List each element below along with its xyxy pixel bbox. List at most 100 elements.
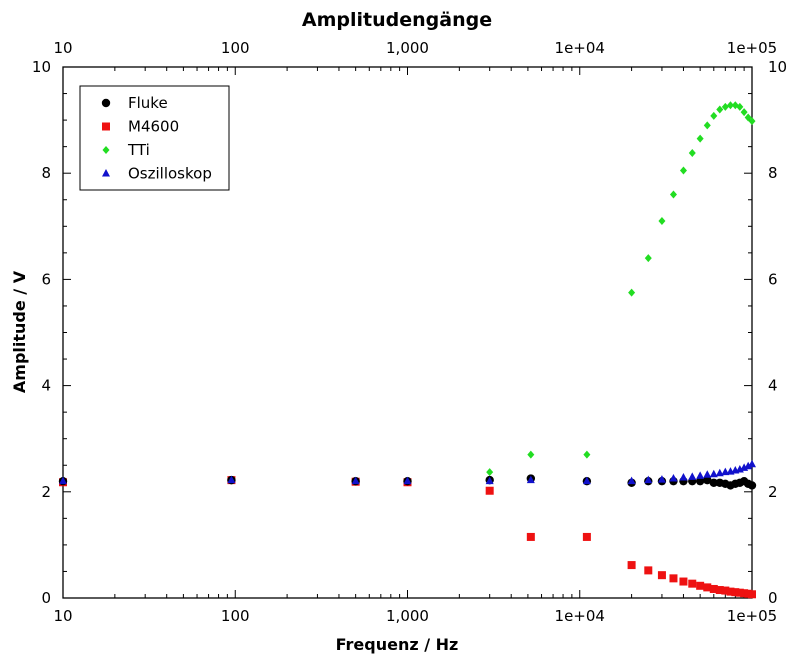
legend-entries: Fluke M4600 TTi Oszilloskop: [101, 94, 212, 183]
data-point-tti: [703, 121, 711, 130]
data-point-oszilloskop: [227, 475, 236, 484]
x-tick-label-bottom: 1,000: [386, 607, 429, 625]
data-point-oszilloskop: [709, 469, 718, 478]
data-point-fluke: [709, 478, 718, 487]
data-point-oszilloskop: [582, 476, 591, 485]
data-point-oszilloskop: [703, 470, 712, 478]
data-point-oszilloskop: [59, 476, 67, 485]
legend-marker-m4600: [102, 122, 110, 131]
data-point-m4600: [748, 590, 756, 599]
data-point-oszilloskop: [696, 471, 705, 479]
data-point-m4600: [669, 574, 678, 583]
data-point-m4600: [582, 532, 591, 541]
x-tick-label-top: 100: [221, 39, 250, 57]
data-point-tti: [744, 113, 752, 122]
data-point-oszilloskop: [403, 476, 412, 485]
data-point-oszilloskop: [688, 472, 697, 480]
data-point-m4600: [627, 561, 636, 570]
data-point-oszilloskop: [526, 475, 535, 484]
data-point-oszilloskop: [485, 476, 494, 485]
data-point-tti: [716, 105, 724, 114]
data-point-tti: [669, 190, 677, 199]
data-point-oszilloskop: [657, 475, 666, 483]
series-fluke: [58, 474, 757, 490]
data-point-m4600: [709, 584, 718, 593]
data-point-oszilloskop: [748, 459, 756, 468]
data-point-fluke: [695, 476, 705, 486]
data-point-tti: [527, 450, 535, 459]
y-tick-label-right: 2: [768, 483, 778, 501]
y-axis-label: Amplitude / V: [10, 270, 29, 393]
x-tick-label-top: 1,000: [386, 39, 429, 57]
data-point-tti: [486, 468, 494, 477]
data-point-oszilloskop: [351, 476, 360, 485]
x-tick-label-bottom: 10: [53, 607, 72, 625]
data-point-oszilloskop: [679, 472, 688, 481]
legend-label-fluke: Fluke: [128, 94, 168, 112]
x-tick-label-bottom: 100: [221, 607, 250, 625]
data-point-tti: [644, 254, 652, 263]
series-m4600: [59, 476, 756, 599]
legend-marker-tti: [102, 146, 110, 154]
data-point-tti: [740, 108, 748, 117]
x-tick-label-top: 10: [53, 39, 72, 57]
y-tick-label-left: 10: [32, 58, 51, 76]
data-point-tti: [736, 102, 744, 111]
data-point-fluke: [703, 475, 712, 485]
data-point-m4600: [703, 583, 712, 592]
x-tick-label-bottom: 1e+05: [727, 607, 777, 625]
legend: Fluke M4600 TTi Oszilloskop: [79, 85, 230, 191]
y-tick-label-left: 8: [41, 164, 51, 182]
data-point-oszilloskop: [644, 475, 653, 484]
y-tick-label-left: 6: [41, 270, 51, 288]
data-point-tti: [658, 216, 666, 225]
x-tick-label-top: 1e+04: [555, 39, 605, 57]
series-tti: [59, 101, 756, 486]
data-point-m4600: [721, 586, 730, 595]
y-tick-label-right: 0: [768, 589, 778, 607]
data-point-tti: [679, 166, 687, 175]
series-oszilloskop: [59, 459, 756, 485]
data-point-m4600: [657, 571, 666, 580]
data-point-m4600: [735, 588, 744, 597]
legend-label-tti: TTi: [127, 141, 150, 159]
data-point-m4600: [485, 486, 494, 495]
x-tick-label-bottom: 1e+04: [555, 607, 605, 625]
x-tick-label-top: 1e+05: [727, 39, 777, 57]
y-tick-label-right: 10: [768, 58, 787, 76]
data-point-oszilloskop: [744, 461, 753, 470]
y-tick-label-right: 4: [768, 377, 778, 395]
data-point-tti: [583, 450, 591, 459]
data-point-tti: [628, 288, 636, 297]
data-point-tti: [710, 111, 718, 120]
data-point-oszilloskop: [627, 476, 636, 485]
data-point-tti: [696, 134, 704, 143]
data-point-m4600: [731, 588, 740, 597]
data-point-m4600: [740, 589, 749, 598]
y-tick-label-right: 8: [768, 164, 778, 182]
y-tick-label-left: 2: [41, 483, 51, 501]
axes-layer: 10101001001,0001,0001e+041e+041e+051e+05…: [32, 39, 787, 625]
legend-label-m4600: M4600: [128, 118, 179, 136]
data-point-tti: [748, 117, 756, 126]
y-tick-label-left: 0: [41, 589, 51, 607]
data-point-m4600: [679, 577, 688, 586]
data-point-oszilloskop: [669, 474, 678, 482]
marks-layer: [58, 101, 757, 599]
data-point-m4600: [726, 587, 735, 596]
data-point-m4600: [715, 586, 724, 595]
y-tick-label-right: 6: [768, 270, 778, 288]
data-point-fluke: [747, 481, 757, 490]
data-point-m4600: [644, 566, 653, 575]
legend-label-oszilloskop: Oszilloskop: [128, 165, 212, 183]
data-point-m4600: [688, 579, 697, 588]
y-tick-label-left: 4: [41, 377, 51, 395]
legend-marker-fluke: [101, 98, 111, 108]
data-point-m4600: [696, 581, 705, 590]
data-point-tti: [726, 101, 734, 110]
data-point-tti: [721, 102, 729, 111]
legend-marker-oszilloskop: [102, 169, 110, 177]
x-axis-label: Frequenz / Hz: [336, 635, 459, 654]
data-point-m4600: [526, 532, 535, 541]
